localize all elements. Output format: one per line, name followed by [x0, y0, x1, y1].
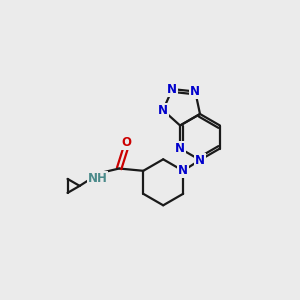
- Text: N: N: [175, 142, 185, 155]
- Text: N: N: [158, 103, 168, 117]
- Text: N: N: [178, 164, 188, 177]
- Text: N: N: [195, 154, 205, 166]
- Text: NH: NH: [88, 172, 107, 184]
- Text: O: O: [121, 136, 131, 149]
- Text: N: N: [167, 82, 177, 96]
- Text: N: N: [190, 85, 200, 98]
